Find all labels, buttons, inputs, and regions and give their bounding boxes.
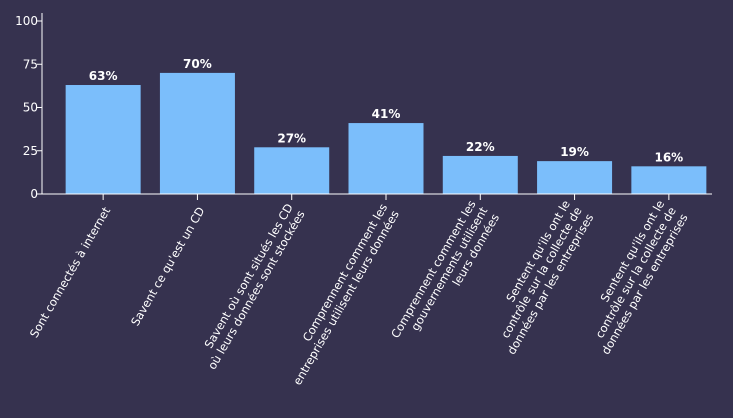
x-tick-label-line: entreprises utilisent leurs données — [290, 208, 402, 388]
x-tick-label: Savent ce qu'est un CD — [128, 204, 208, 328]
y-tick-label: 25 — [23, 144, 38, 158]
bar — [537, 161, 613, 194]
bar — [348, 123, 424, 194]
bar — [442, 155, 518, 194]
x-tick-label-line: Savent ce qu'est un CD — [128, 204, 208, 328]
y-tick-label: 100 — [15, 14, 38, 28]
data-label: 19% — [560, 145, 589, 159]
x-tick-label-line: où leurs données sont stockées — [205, 208, 308, 372]
data-label: 41% — [372, 107, 401, 121]
x-tick-label: Sont connectés à internet — [27, 204, 114, 340]
x-tick-label-line: contrôle sur la collecte de — [592, 205, 679, 341]
bar — [631, 166, 707, 194]
x-tick-label-line: Sont connectés à internet — [27, 204, 114, 340]
data-label: 22% — [466, 140, 495, 154]
x-tick-label-line: Comprennent comment les — [300, 201, 391, 344]
x-tick-label-line: gouvernements utilisent — [408, 204, 491, 333]
y-tick-label: 50 — [23, 101, 38, 115]
bar — [254, 147, 330, 194]
x-tick-label-line: Savent où sont situés les CD — [201, 201, 296, 351]
bar — [159, 72, 235, 194]
data-label: 16% — [654, 150, 683, 164]
y-tick-label: 0 — [30, 187, 38, 201]
data-label: 70% — [183, 57, 212, 71]
data-label: 27% — [277, 131, 306, 145]
bar — [65, 85, 141, 194]
x-tick-label-line: contrôle sur la collecte de — [498, 205, 585, 341]
y-tick-label: 75 — [23, 57, 38, 71]
data-label: 63% — [89, 69, 118, 83]
